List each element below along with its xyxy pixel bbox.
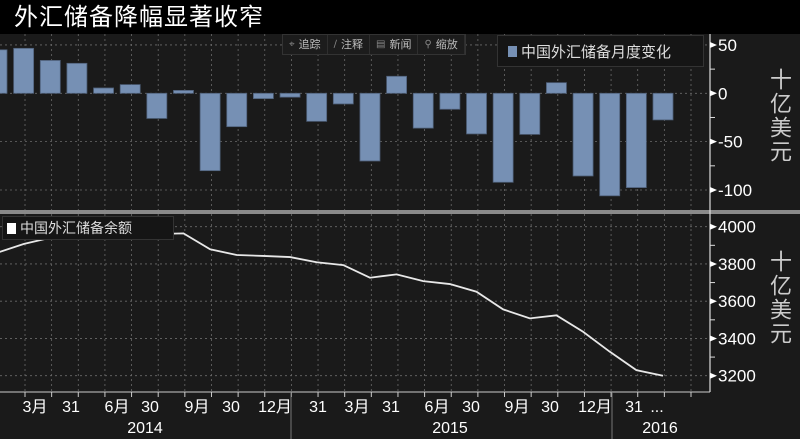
x-tick-label: 12月 bbox=[578, 399, 612, 416]
x-year-label: 2014 bbox=[127, 420, 163, 437]
y-tick-marker bbox=[710, 298, 717, 305]
bar-2014-08[interactable] bbox=[173, 89, 194, 94]
legend-label: 中国外汇储备余额 bbox=[20, 221, 132, 237]
track-label: 追踪 bbox=[298, 38, 321, 51]
x-tick-label: 31 bbox=[382, 399, 400, 416]
x-tick-label: 12月 bbox=[258, 399, 292, 416]
bar-2015-11[interactable] bbox=[572, 92, 594, 177]
y-tick-marker bbox=[710, 187, 717, 193]
y-tick-marker bbox=[710, 138, 717, 145]
news-icon: ▤ bbox=[376, 39, 386, 50]
panel-separator[interactable] bbox=[0, 210, 800, 214]
bar-2014-01[interactable] bbox=[0, 49, 8, 94]
bar-2015-04[interactable] bbox=[386, 75, 408, 94]
y-tick-label: 3600 bbox=[718, 292, 756, 311]
x-tick-label: 30 bbox=[462, 399, 480, 416]
y-tick-marker bbox=[710, 223, 717, 230]
x-tick-label: 31 bbox=[62, 399, 80, 416]
annotate-button[interactable]: ∕ 注释 bbox=[328, 35, 371, 54]
y-tick-label: 4000 bbox=[718, 218, 756, 237]
y-tick-marker bbox=[710, 41, 717, 48]
y-tick-marker bbox=[710, 260, 717, 267]
y-tick-label: 3400 bbox=[718, 329, 756, 348]
x-tick-label: ... bbox=[650, 399, 663, 416]
bar-2016-01[interactable] bbox=[625, 92, 647, 188]
news-button[interactable]: ▤ 新闻 bbox=[370, 35, 419, 54]
bar-2014-07[interactable] bbox=[146, 92, 168, 119]
bar-2015-12[interactable] bbox=[599, 92, 621, 197]
y-tick-label: 0 bbox=[718, 84, 727, 103]
bar-2015-09[interactable] bbox=[519, 92, 541, 135]
bar-2015-10[interactable] bbox=[546, 82, 567, 94]
legend-swatch bbox=[7, 222, 16, 234]
x-tick-label: 9月 bbox=[505, 399, 530, 416]
x-tick-label: 9月 bbox=[185, 399, 210, 416]
x-tick-label: 3月 bbox=[345, 399, 370, 416]
annotate-label: 注释 bbox=[341, 38, 364, 51]
y-tick-label: -100 bbox=[718, 181, 752, 200]
bar-2016-02[interactable] bbox=[652, 92, 674, 121]
legend-label: 中国外汇储备月度变化 bbox=[521, 42, 672, 61]
bar-2014-06[interactable] bbox=[119, 84, 141, 94]
pencil-icon: ∕ bbox=[333, 39, 338, 50]
x-tick-label: 30 bbox=[222, 399, 240, 416]
legend-swatch bbox=[508, 45, 517, 57]
x-tick-label: 30 bbox=[541, 399, 559, 416]
bar-2014-12[interactable] bbox=[279, 92, 301, 98]
x-year-label: 2016 bbox=[642, 420, 678, 437]
bar-2014-11[interactable] bbox=[252, 92, 274, 100]
bar-2015-05[interactable] bbox=[412, 92, 434, 129]
y-tick-marker bbox=[710, 90, 717, 97]
x-tick-label: 6月 bbox=[425, 399, 450, 416]
bar-2015-08[interactable] bbox=[492, 92, 514, 183]
x-tick-label: 3月 bbox=[23, 399, 48, 416]
legend-bar-series[interactable]: 中国外汇储备月度变化 bbox=[497, 35, 704, 67]
chart-toolbar: ⌖ 追踪 ∕ 注释 ▤ 新闻 ⚲ 缩放 bbox=[282, 34, 466, 55]
y-tick-marker bbox=[710, 372, 717, 379]
bar-2014-02[interactable] bbox=[13, 47, 35, 94]
zoom-icon: ⚲ bbox=[424, 39, 432, 50]
zoom-button[interactable]: ⚲ 缩放 bbox=[418, 35, 465, 54]
y-axis-unit-top: 十亿美元 bbox=[766, 68, 791, 164]
x-tick-label: 31 bbox=[309, 399, 327, 416]
zoom-label: 缩放 bbox=[435, 38, 458, 51]
x-year-label: 2015 bbox=[432, 420, 468, 437]
y-tick-marker bbox=[710, 335, 717, 342]
y-tick-label: 3200 bbox=[718, 367, 756, 386]
bar-2014-09[interactable] bbox=[199, 92, 221, 172]
bar-2014-05[interactable] bbox=[93, 87, 114, 94]
bar-2015-06[interactable] bbox=[439, 92, 461, 110]
legend-line-series[interactable]: 中国外汇储备余额 bbox=[2, 216, 174, 240]
chart-title: 外汇储备降幅显著收窄 bbox=[14, 3, 264, 31]
bar-2014-04[interactable] bbox=[66, 62, 88, 94]
x-tick-label: 31 bbox=[625, 399, 643, 416]
y-tick-label: -50 bbox=[718, 133, 743, 152]
bar-2015-07[interactable] bbox=[466, 92, 487, 135]
bar-2015-02[interactable] bbox=[332, 92, 354, 105]
x-tick-label: 6月 bbox=[105, 399, 130, 416]
bar-2014-03[interactable] bbox=[39, 60, 61, 94]
y-axis-unit-bottom: 十亿美元 bbox=[766, 250, 791, 346]
news-label: 新闻 bbox=[389, 38, 412, 51]
crosshair-icon: ⌖ bbox=[289, 39, 295, 50]
y-tick-label: 50 bbox=[718, 36, 737, 55]
bar-2015-01[interactable] bbox=[306, 92, 328, 122]
y-tick-label: 3800 bbox=[718, 255, 756, 274]
bar-2015-03[interactable] bbox=[359, 92, 381, 162]
x-tick-label: 30 bbox=[141, 399, 159, 416]
track-button[interactable]: ⌖ 追踪 bbox=[283, 35, 328, 54]
bar-2014-10[interactable] bbox=[226, 92, 248, 128]
